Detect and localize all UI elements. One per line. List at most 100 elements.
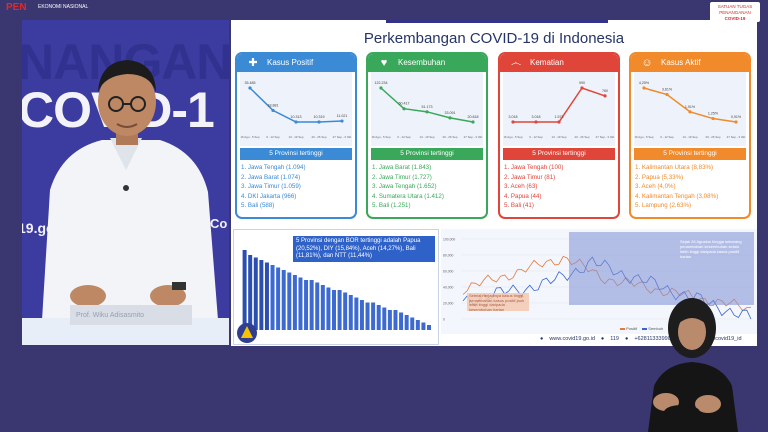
- chart-legend: Positif Sembuh: [620, 326, 663, 331]
- bor-bar: [326, 287, 331, 330]
- trend-week-label: 16 Agu - 5 Sep: [371, 135, 391, 139]
- trend-week-label: 16 Agu - 5 Sep: [634, 135, 654, 139]
- bor-bar: [315, 282, 320, 330]
- bor-bar: [332, 290, 336, 330]
- legend-positif-swatch: [620, 327, 625, 330]
- trend-point: [248, 86, 252, 90]
- people-icon: ☺: [641, 57, 653, 69]
- card-header: ☺ Kasus Aktif: [631, 54, 749, 72]
- bor-bar: [421, 322, 426, 330]
- trend-week-label: 13 - 19 Sep: [683, 135, 698, 139]
- trend-value-label: 760: [602, 89, 608, 93]
- legend-sembuh-label: Sembuh: [648, 326, 664, 331]
- speaker-video-panel: NANGAN COVID-1 19.go Co Prof. Wiku Adisa…: [22, 20, 229, 345]
- bor-bar: [427, 325, 431, 330]
- province-list: 1. Kalimantan Utara (8,83%) 2. Papua (5,3…: [635, 163, 749, 211]
- y-tick-label: 80,000: [443, 254, 453, 258]
- sign-language-interpreter: [648, 298, 738, 432]
- trend-svg: 4,25% 16 Agu - 5 Sep 3,61% 6 - 12 Sep 1,91% 1…: [634, 81, 745, 139]
- bor-bar: [343, 292, 348, 330]
- ribbon-icon: ෴: [510, 57, 522, 69]
- annotation-text-right: Sejak 26 Agustus hingga sekarang penamba…: [680, 239, 742, 259]
- covid-task-force-badge: SATUAN TUGAS PENANGANAN COVID-19: [710, 2, 760, 22]
- trend-point: [448, 116, 452, 120]
- trend-week-label: 6 - 12 Sep: [266, 135, 280, 139]
- stat-card-1: ♥ Kesembuhan 122.234 16 Agu - 5 Sep 60.417 6 …: [366, 52, 488, 219]
- footer-hotline: 119: [610, 336, 619, 342]
- card-list-header: 5 Provinsi tertinggi: [634, 148, 746, 160]
- slide-top-line: [386, 20, 608, 23]
- bor-bar: [337, 290, 342, 330]
- trend-svg: 35.485 16 Agu - 5 Sep 18.881 6 - 12 Sep 10.3…: [240, 81, 352, 139]
- globe-icon: ●: [540, 336, 544, 342]
- trend-point: [402, 107, 406, 111]
- province-item: 5. Bali (588): [241, 202, 275, 209]
- bor-bar: [270, 265, 275, 330]
- headset-icon: ●: [600, 336, 605, 342]
- province-item: 5. Bali (1.251): [372, 202, 411, 209]
- bor-bar: [304, 280, 309, 330]
- trend-value-label: 10.313: [291, 115, 302, 119]
- trend-point: [688, 110, 692, 114]
- trend-value-label: 122.234: [375, 81, 388, 85]
- footer-social-handle: satgasanwcovid19_id: [688, 336, 742, 342]
- trend-value-label: 20.818: [468, 115, 479, 119]
- trend-week-label: 27 Sep - 3 Okt: [333, 135, 352, 139]
- bor-bar: [253, 257, 258, 330]
- stat-card-3: ☺ Kasus Aktif 4,25% 16 Agu - 5 Sep 3,61% 6 - …: [629, 52, 751, 219]
- trend-week-label: 16 Agu - 5 Sep: [503, 135, 523, 139]
- bor-bar: [320, 285, 325, 330]
- trend-value-label: 11.021: [337, 114, 348, 118]
- annotation-text-left: Setelah terjadinya kasus tinggi, penamba…: [467, 293, 529, 312]
- trend-value-label: 0,91%: [731, 115, 742, 119]
- bor-bar: [404, 315, 409, 330]
- bor-note: 5 Provinsi dengan BOR tertinggi adalah P…: [293, 236, 435, 262]
- trend-value-label: 51.173: [422, 105, 433, 109]
- trend-point: [471, 120, 475, 124]
- stat-card-2: ෴ Kematian 3.018 16 Agu - 5 Sep 3.018 6 - 12 …: [498, 52, 620, 219]
- trend-week-label: 27 Sep - 3 Okt: [464, 135, 483, 139]
- card-trend-chart: 122.234 16 Agu - 5 Sep 60.417 6 - 12 Sep 51.…: [371, 72, 483, 146]
- trend-value-label: 18.881: [268, 103, 279, 107]
- pen-subtitle: EKONOMI NASIONAL: [38, 4, 89, 10]
- pen-logo: PEN: [6, 2, 27, 13]
- trend-point: [580, 86, 584, 90]
- trend-week-label: 20 - 26 Sep: [443, 135, 458, 139]
- bor-bar: [415, 320, 420, 330]
- province-item: 5. Bali (41): [504, 202, 534, 209]
- card-title: Kematian: [530, 58, 564, 67]
- badge-line-2: PENANGANAN: [719, 10, 751, 15]
- backdrop-url: 19.go: [22, 220, 55, 236]
- trend-svg: 3.018 16 Agu - 5 Sep 3.018 6 - 12 Sep 1.573 1…: [503, 81, 614, 139]
- province-list: 1. Jawa Barat (1.843) 2. Jawa Timur (1.72…: [372, 163, 486, 211]
- trend-week-label: 13 - 19 Sep: [420, 135, 435, 139]
- heart-icon: ♥: [380, 57, 388, 69]
- province-item: 4. Sumatera Utara (1.412): [372, 192, 444, 200]
- bor-bar: [292, 275, 297, 330]
- trend-week-label: 20 - 26 Sep: [706, 135, 721, 139]
- trend-point: [317, 120, 321, 124]
- bor-bar: [287, 272, 292, 330]
- annotation-highlight-right: [569, 232, 754, 305]
- card-header: ✚ Kasus Positif: [237, 54, 355, 72]
- trend-value-label: 60.417: [399, 102, 410, 106]
- bor-bar: [259, 260, 264, 330]
- y-tick-label: 40,000: [443, 286, 453, 290]
- bor-bar: [309, 280, 314, 330]
- card-trend-chart: 3.018 16 Agu - 5 Sep 3.018 6 - 12 Sep 1.573 1…: [503, 72, 615, 146]
- trend-point: [642, 86, 646, 90]
- card-trend-chart: 35.485 16 Agu - 5 Sep 18.881 6 - 12 Sep 10.3…: [240, 72, 352, 146]
- badge-line-3: COVID-19: [724, 16, 746, 21]
- bor-bar: [264, 262, 269, 330]
- trend-point: [534, 120, 538, 124]
- province-list: 1. Jawa Tengah (100) 2. Jawa Timur (81) 3.…: [504, 163, 618, 211]
- province-item: 2. Jawa Timur (81): [504, 173, 556, 181]
- trend-point: [511, 120, 515, 124]
- card-header: ෴ Kematian: [500, 54, 618, 72]
- speaker-figure: [42, 60, 218, 320]
- bor-bar: [242, 250, 247, 330]
- bor-bar: [410, 317, 415, 330]
- slide-footer: ● www.covid19.go.id ● 119 ● +62811333990…: [540, 333, 757, 345]
- province-item: 2. Jawa Timur (1.727): [372, 173, 432, 181]
- bnpb-emblem-icon: [237, 323, 257, 343]
